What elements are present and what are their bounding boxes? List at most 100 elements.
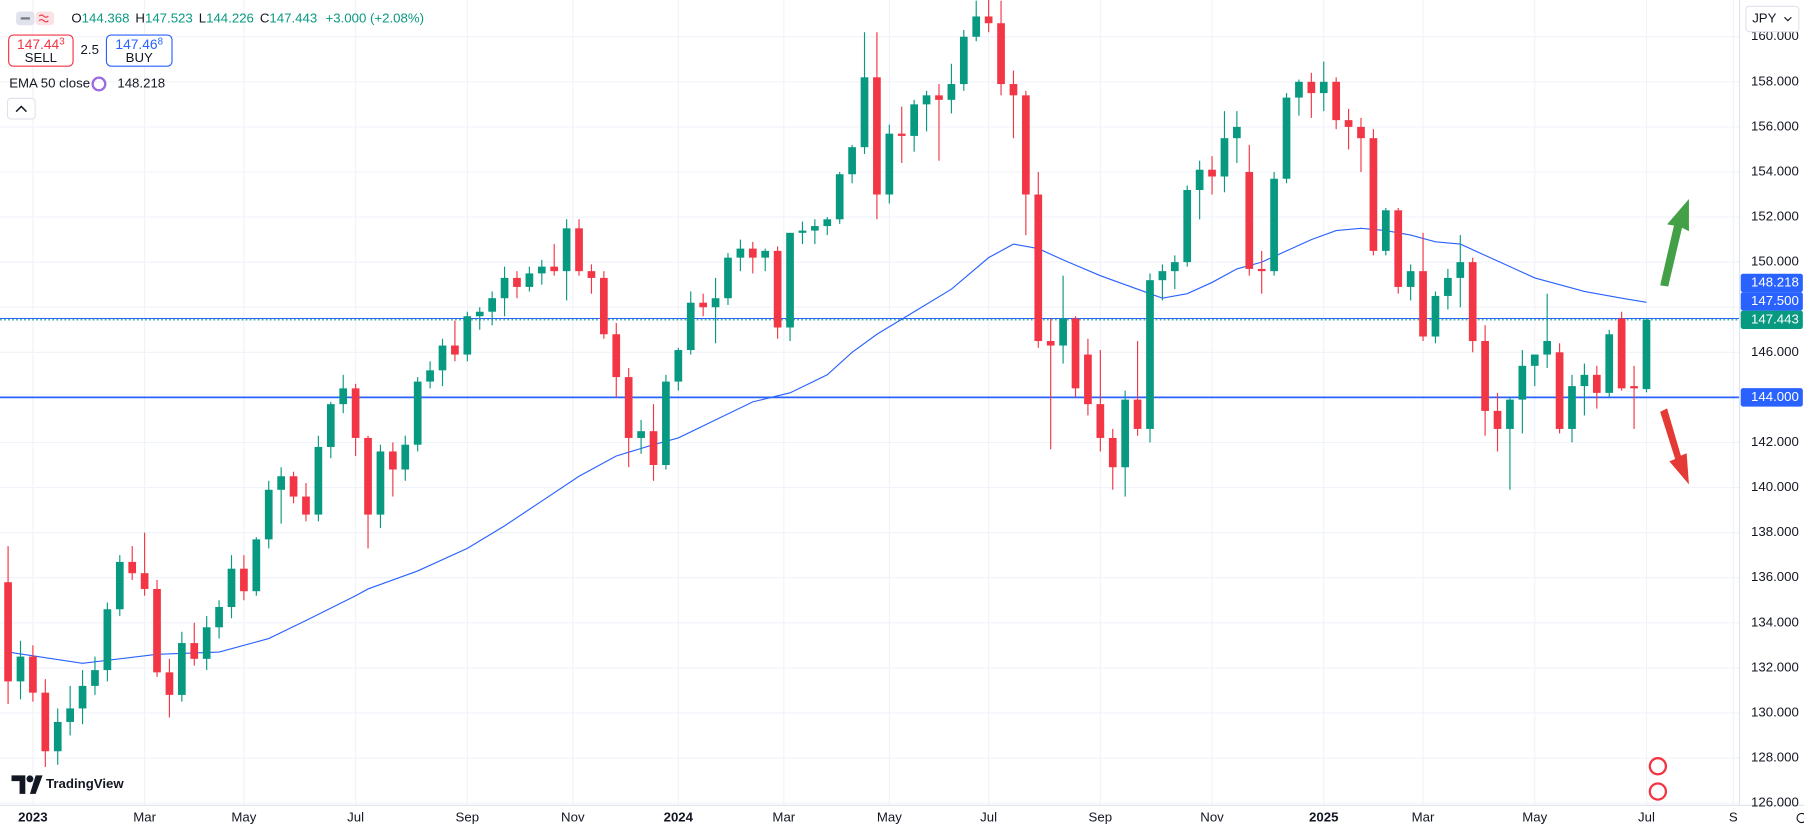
candle-body: [550, 266, 559, 272]
symbol-icon[interactable]: [35, 11, 55, 26]
x-tick-label: S: [1729, 809, 1738, 824]
candle-body: [1121, 399, 1130, 468]
candle-body: [339, 388, 348, 405]
candle-body: [426, 370, 434, 382]
candle-body: [264, 489, 273, 540]
candle-body: [178, 643, 186, 695]
x-tick-label: May: [231, 809, 256, 824]
candle-body: [1158, 271, 1167, 281]
candle-body: [165, 672, 174, 695]
candle-body: [1530, 354, 1539, 366]
candle-body: [835, 174, 844, 220]
candle-body: [78, 685, 87, 709]
logo-text: TradingView: [46, 776, 124, 791]
axis-layer: 126.000 128.000 130.000 132.000 134.000 136.0…: [18, 28, 1803, 824]
candle-body: [41, 692, 50, 752]
settings-icon[interactable]: [1796, 812, 1804, 824]
candle-body: [873, 77, 881, 195]
candle-body: [997, 23, 1005, 85]
candle-body: [674, 350, 683, 382]
y-tick-label: 150.000: [1751, 254, 1799, 269]
ohlc-label: O: [71, 10, 81, 25]
candle-body: [885, 133, 894, 195]
candle-body: [1319, 81, 1328, 94]
indicator-icon[interactable]: [91, 76, 107, 92]
x-tick-label: Nov: [1200, 809, 1224, 824]
ohlc-label: L: [199, 10, 206, 25]
y-tick-label: 156.000: [1751, 118, 1799, 133]
candle-body: [984, 16, 993, 24]
buy-label: BUY: [126, 50, 153, 65]
candle-body: [848, 147, 856, 175]
ohlc-label: H: [135, 10, 145, 25]
candle-body: [1456, 262, 1465, 278]
indicator-label[interactable]: EMA 50 close: [9, 75, 90, 90]
price-label: 148.218: [1751, 274, 1799, 289]
time-axis: [0, 805, 1804, 831]
y-tick-label: 152.000: [1751, 209, 1799, 224]
event-icon[interactable]: [1648, 782, 1668, 801]
candle-body: [1257, 268, 1266, 272]
candle-body: [897, 133, 906, 136]
candle-body: [401, 444, 410, 470]
candle-body: [1406, 271, 1415, 287]
ohlc-change: +3.000 (+2.08%): [326, 10, 424, 25]
candle-body: [600, 277, 608, 335]
candle-body: [1220, 138, 1229, 177]
candle-body: [240, 568, 248, 592]
candle-body: [53, 721, 62, 752]
candle-body: [711, 298, 720, 308]
x-tick-label: Jul: [1638, 809, 1655, 824]
y-tick-label: 146.000: [1751, 344, 1799, 359]
candle-body: [773, 250, 782, 328]
candle-body: [959, 36, 968, 85]
candle-body: [66, 708, 74, 722]
candle-body: [612, 334, 621, 378]
candle-body: [1431, 295, 1440, 337]
buy-button[interactable]: [105, 34, 173, 67]
candle-body: [724, 257, 732, 299]
candle-body: [153, 588, 161, 673]
candle-body: [227, 568, 236, 607]
candle-body: [1568, 386, 1576, 429]
candle-body: [935, 95, 943, 100]
candle-body: [1146, 280, 1154, 429]
x-tick-label: 2023: [18, 809, 47, 824]
candle-body: [1344, 120, 1353, 127]
candle-body: [1009, 84, 1018, 96]
candle-body: [289, 476, 298, 497]
spread: 2.5: [81, 42, 99, 57]
candle-body: [252, 539, 261, 592]
y-tick-label: 126.000: [1751, 795, 1799, 810]
candle-body: [1245, 171, 1254, 269]
up-arrow: [1660, 199, 1689, 287]
x-tick-label: 2025: [1309, 809, 1338, 824]
y-tick-label: 154.000: [1751, 163, 1799, 178]
collapse-button[interactable]: [6, 97, 36, 120]
candle-body: [351, 388, 360, 438]
candle-body: [1183, 190, 1192, 263]
candle-body: [1555, 352, 1564, 429]
candle-body: [4, 582, 12, 682]
sell-button[interactable]: [8, 34, 74, 67]
candle-body: [1357, 126, 1365, 139]
price-label-bg: [1740, 310, 1803, 329]
candle-body: [91, 670, 99, 686]
price-label-bg: [1740, 273, 1803, 293]
y-tick-label: 142.000: [1751, 434, 1799, 449]
candle-body: [1543, 341, 1552, 355]
candle-body: [1630, 386, 1638, 389]
candle-body: [463, 316, 472, 355]
candle-body: [1332, 81, 1341, 121]
event-icon[interactable]: [1648, 757, 1668, 776]
candle-body: [1108, 437, 1117, 468]
candle-body: [1233, 126, 1241, 139]
y-tick-label: 130.000: [1751, 704, 1799, 719]
indicator-value: 148.218: [117, 75, 165, 90]
candle-body: [1617, 318, 1626, 389]
candle-body: [314, 446, 323, 515]
candle-body: [860, 77, 869, 148]
candle-body: [1468, 262, 1477, 342]
currency-selector[interactable]: [1745, 5, 1800, 33]
candle-body: [1381, 210, 1390, 251]
